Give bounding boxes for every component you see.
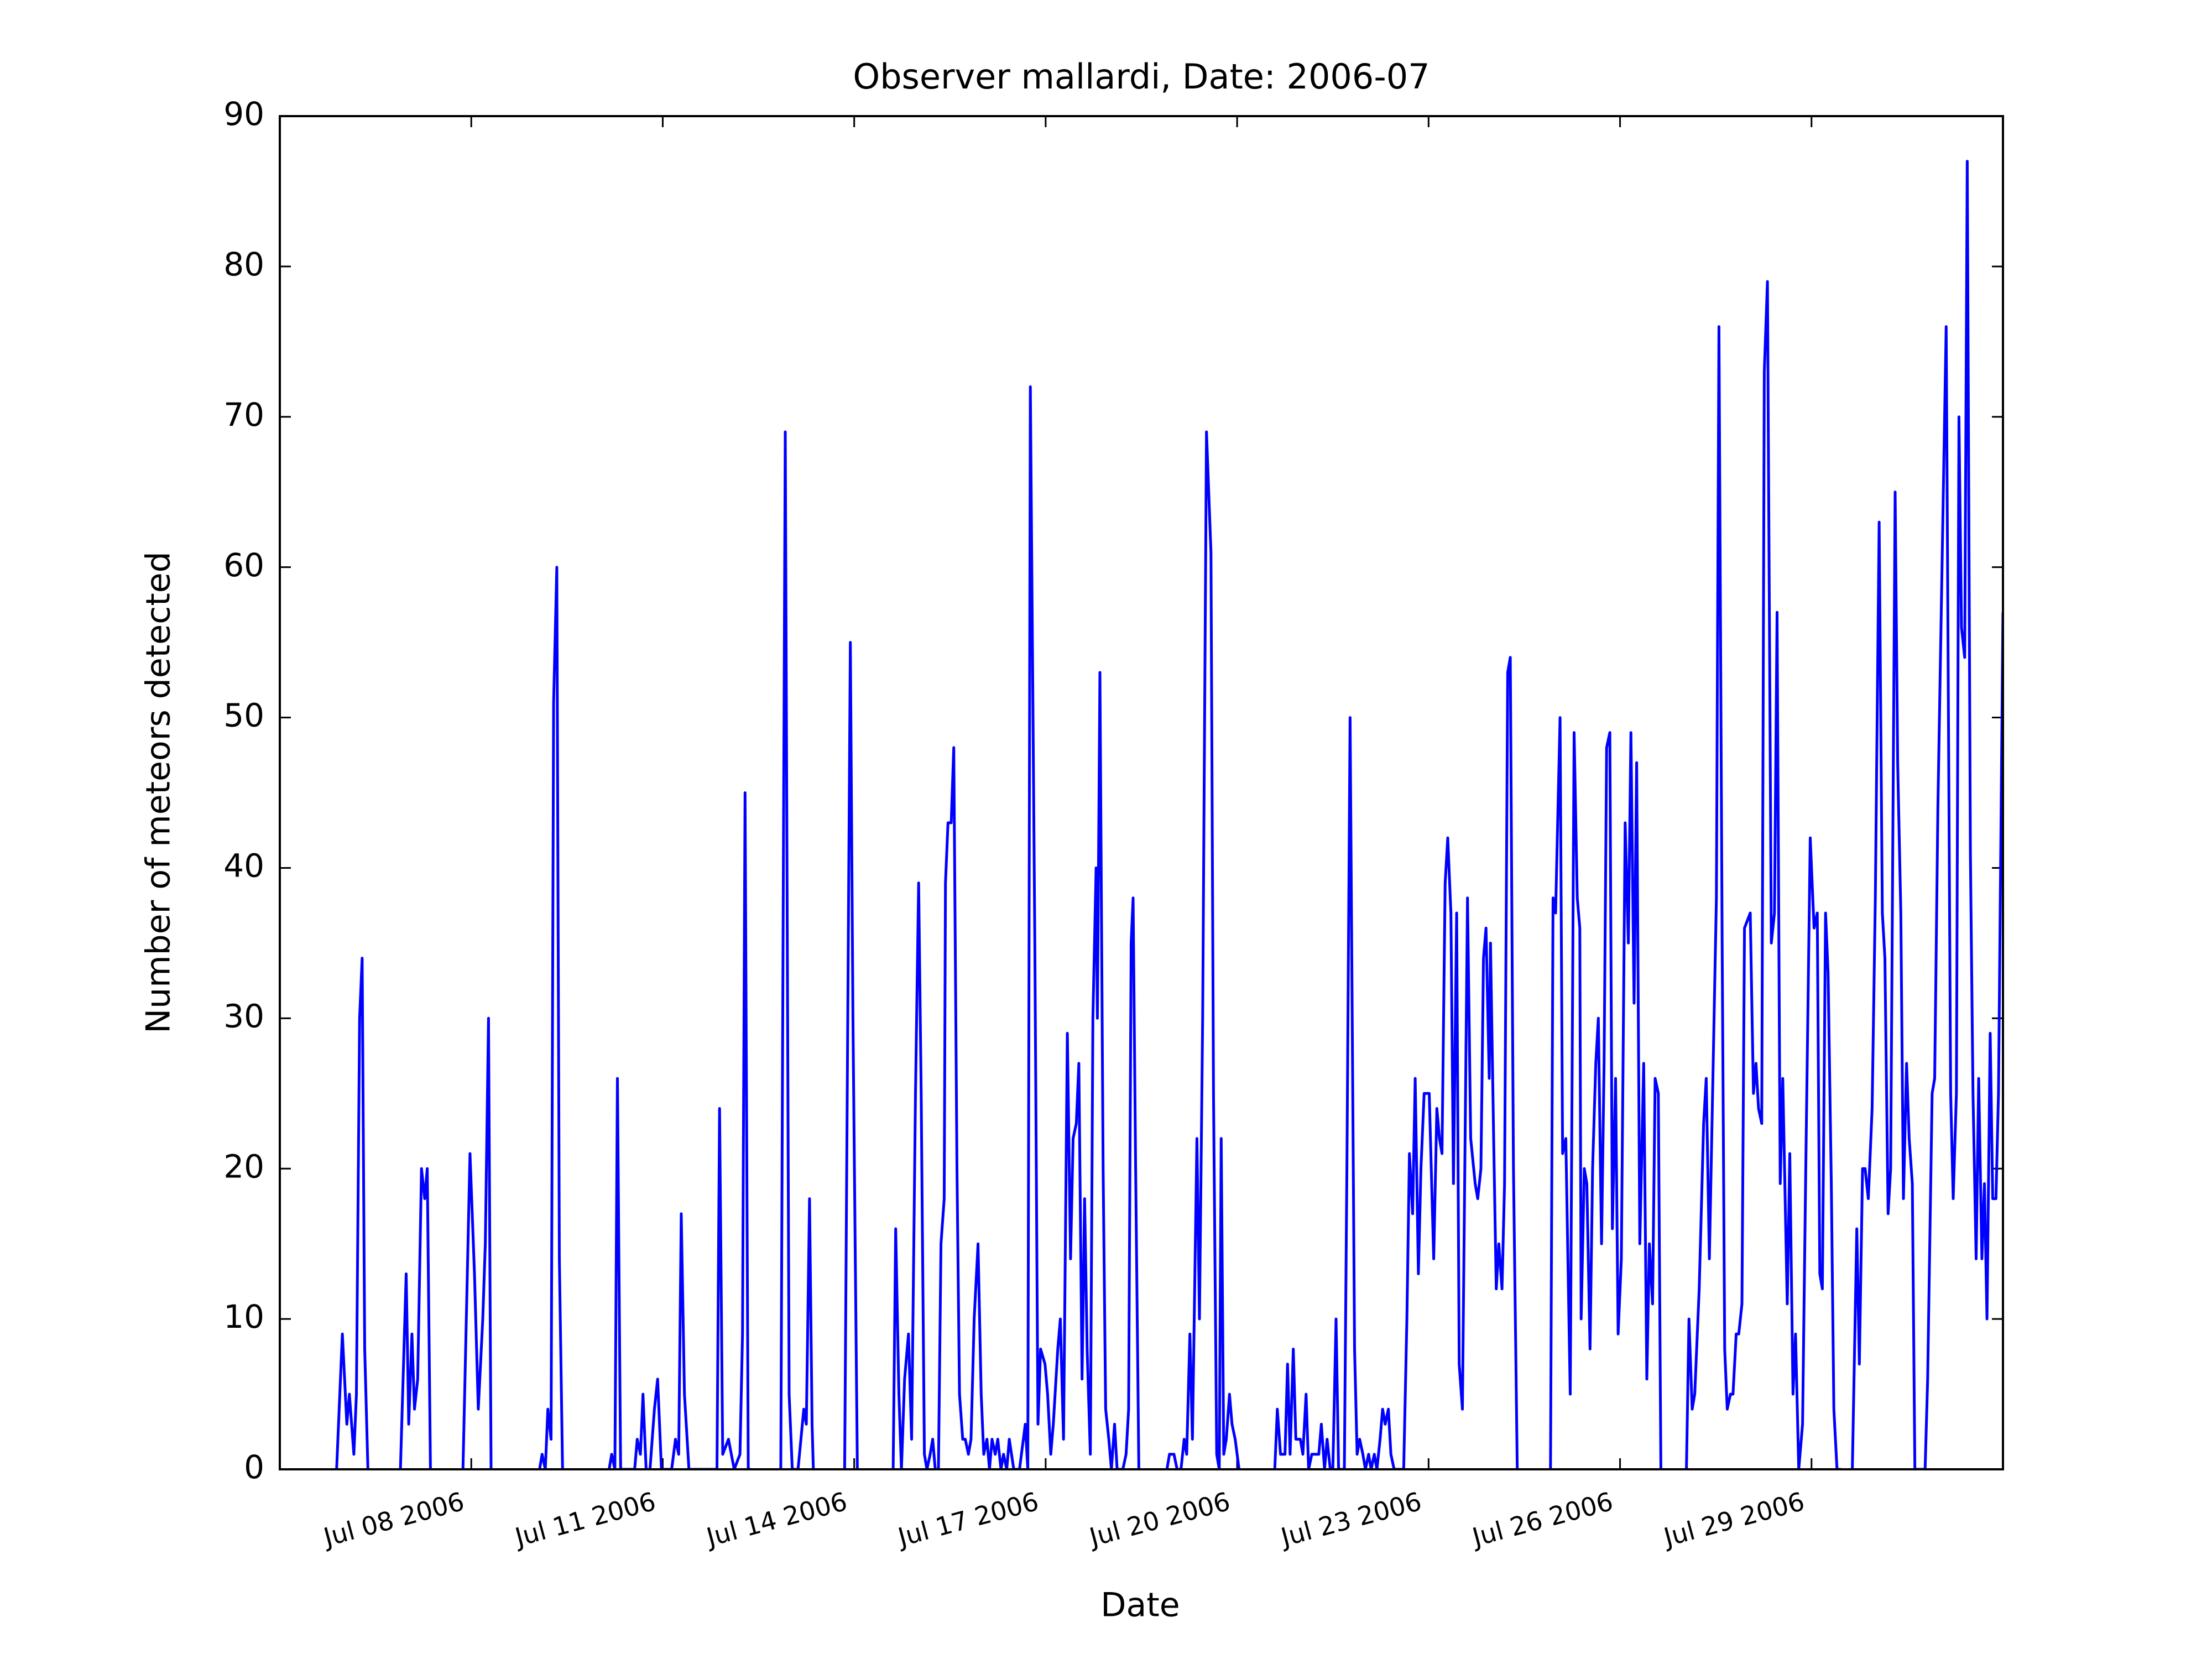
- data-line: [335, 160, 2003, 1469]
- y-tick-label: 10: [223, 1298, 264, 1335]
- y-tick-label: 20: [223, 1147, 264, 1185]
- y-tick-label: 50: [223, 697, 264, 734]
- y-axis-label: Number of meteors detected: [139, 551, 178, 1033]
- plot-frame: [279, 115, 2004, 1470]
- x-axis-label: Date: [1100, 1586, 1180, 1625]
- y-tick-label: 30: [223, 997, 264, 1035]
- y-tick-label: 40: [223, 847, 264, 885]
- y-tick-label: 60: [223, 546, 264, 584]
- y-tick-label: 80: [223, 246, 264, 283]
- y-tick-label: 0: [244, 1448, 264, 1486]
- chart-title: Observer mallardi, Date: 2006-07: [853, 56, 1430, 97]
- y-tick-label: 70: [223, 396, 264, 434]
- y-tick-label: 90: [223, 95, 264, 133]
